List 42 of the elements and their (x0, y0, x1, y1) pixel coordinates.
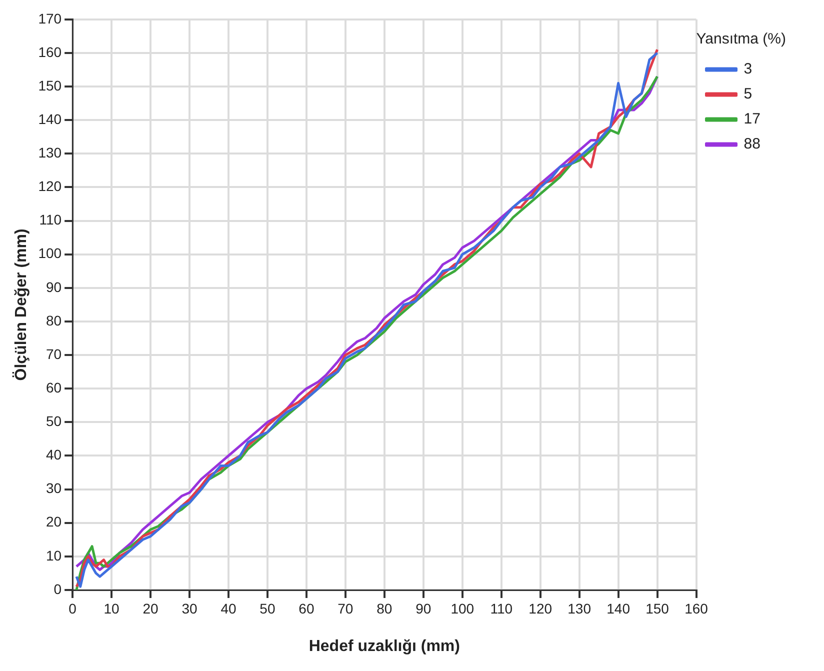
y-tick-label: 130 (38, 144, 62, 161)
x-tick-label: 100 (450, 600, 474, 616)
y-tick-label: 150 (38, 77, 62, 94)
y-tick-label: 160 (38, 44, 62, 60)
y-tick-label: 30 (46, 480, 62, 496)
y-tick-label: 140 (38, 110, 62, 127)
legend-label: 17 (744, 110, 760, 128)
y-tick-label: 100 (38, 245, 62, 262)
legend-title: Yansıtma (%) (696, 30, 786, 48)
y-tick-label: 170 (38, 10, 62, 26)
legend-label: 3 (744, 60, 752, 78)
y-tick-label: 110 (39, 212, 62, 228)
x-tick-label: 0 (68, 600, 77, 616)
x-tick-label: 160 (684, 600, 708, 616)
x-tick-label: 130 (568, 600, 592, 616)
y-tick-label: 50 (46, 413, 62, 430)
x-tick-label: 60 (298, 600, 314, 616)
x-tick-label: 20 (142, 600, 159, 616)
y-tick-label: 60 (46, 379, 62, 396)
x-tick-label: 80 (376, 600, 392, 616)
x-tick-label: 50 (260, 600, 276, 616)
x-tick-label: 110 (490, 600, 513, 616)
y-tick-label: 120 (38, 178, 62, 194)
x-tick-label: 90 (416, 600, 432, 616)
x-tick-label: 70 (338, 600, 354, 616)
x-tick-label: 30 (182, 600, 198, 616)
y-tick-label: 10 (46, 547, 62, 564)
x-tick-label: 120 (528, 600, 552, 616)
x-tick-label: 10 (104, 600, 120, 616)
x-tick-label: 150 (646, 600, 670, 616)
y-tick-label: 90 (46, 278, 62, 295)
y-tick-label: 70 (46, 346, 62, 362)
legend-label: 88 (744, 136, 760, 153)
y-tick-label: 40 (46, 446, 62, 463)
y-axis-title: Ölçülen Değer (mm) (12, 228, 30, 381)
x-axis-title: Hedef uzaklığı (mm) (308, 638, 460, 655)
y-tick-label: 20 (46, 514, 62, 530)
x-tick-label: 40 (220, 600, 236, 616)
legend-label: 5 (744, 86, 752, 103)
x-tick-label: 140 (606, 600, 630, 616)
y-tick-label: 0 (54, 580, 62, 597)
y-tick-label: 80 (46, 312, 62, 328)
